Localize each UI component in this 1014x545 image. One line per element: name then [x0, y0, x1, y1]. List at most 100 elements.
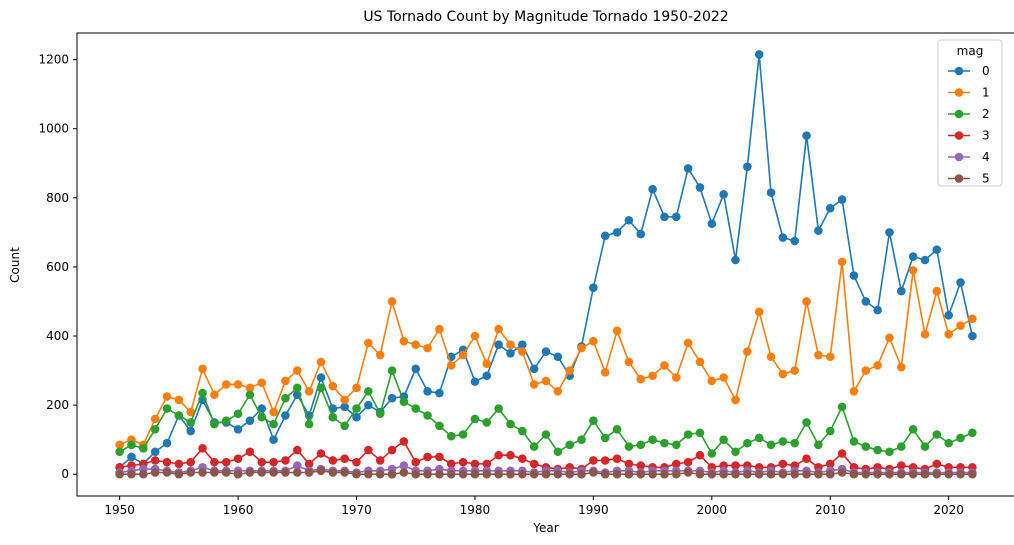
- data-point: [861, 469, 871, 479]
- data-point: [589, 283, 598, 292]
- data-point: [375, 350, 385, 360]
- data-point: [281, 393, 290, 403]
- data-point: [174, 395, 184, 405]
- data-point: [837, 195, 847, 204]
- data-point: [506, 340, 515, 349]
- data-point: [837, 257, 847, 267]
- series-5: [115, 466, 977, 479]
- data-point: [387, 297, 397, 306]
- data-point: [233, 409, 243, 419]
- data-point: [245, 383, 255, 393]
- data-point: [375, 469, 385, 479]
- data-point: [340, 421, 349, 431]
- data-point: [612, 469, 622, 479]
- data-point: [683, 468, 693, 477]
- data-point: [269, 419, 278, 429]
- data-point: [790, 438, 800, 448]
- data-point: [127, 440, 136, 450]
- data-point: [600, 433, 610, 443]
- data-point: [754, 433, 764, 443]
- data-point: [897, 286, 906, 296]
- data-point: [944, 469, 953, 479]
- data-point: [352, 457, 361, 467]
- data-point: [387, 393, 397, 403]
- data-point: [387, 366, 397, 375]
- data-point: [269, 457, 278, 467]
- data-point: [340, 402, 349, 412]
- data-point: [150, 468, 160, 477]
- legend-label-1: 1: [982, 86, 990, 100]
- data-point: [482, 469, 492, 479]
- data-point: [731, 461, 740, 470]
- data-point: [695, 450, 705, 460]
- data-point: [932, 469, 942, 479]
- data-point: [399, 397, 409, 406]
- data-point: [825, 203, 835, 213]
- x-tick-label: 1960: [223, 503, 254, 517]
- data-point: [754, 307, 764, 317]
- data-point: [683, 164, 693, 173]
- data-point: [364, 338, 373, 348]
- data-point: [210, 390, 219, 400]
- data-point: [577, 435, 586, 444]
- data-point: [541, 347, 551, 356]
- data-point: [766, 188, 776, 197]
- plot-area: [77, 33, 1014, 496]
- data-point: [435, 388, 444, 398]
- data-point: [577, 343, 586, 353]
- data-point: [257, 378, 267, 387]
- legend-label-2: 2: [982, 107, 990, 121]
- data-point: [683, 430, 693, 439]
- data-point: [529, 459, 539, 469]
- data-point: [352, 404, 361, 413]
- legend: mag 0 1 2 3 4 5: [937, 39, 1003, 187]
- data-point: [778, 369, 788, 379]
- data-point: [766, 469, 776, 479]
- x-tick-label: 1990: [578, 503, 609, 517]
- data-point: [683, 457, 693, 467]
- data-point: [790, 469, 800, 479]
- data-point: [281, 468, 290, 477]
- data-point: [553, 352, 563, 362]
- data-point: [506, 349, 515, 358]
- data-point: [636, 440, 646, 450]
- legend-box: [937, 39, 1003, 187]
- data-point: [719, 190, 728, 199]
- data-point: [624, 357, 634, 367]
- data-point: [221, 380, 231, 389]
- data-point: [387, 469, 397, 479]
- data-point: [908, 266, 918, 275]
- data-point: [873, 469, 882, 479]
- data-point: [944, 330, 953, 339]
- data-point: [411, 364, 421, 374]
- data-point: [411, 404, 421, 413]
- data-point: [292, 468, 302, 477]
- data-point: [743, 347, 752, 356]
- data-point: [292, 366, 302, 375]
- data-point: [328, 381, 338, 391]
- data-point: [399, 437, 409, 446]
- data-point: [494, 324, 503, 334]
- data-point: [612, 425, 622, 434]
- data-point: [589, 468, 598, 477]
- data-point: [683, 338, 693, 348]
- data-point: [364, 445, 373, 455]
- data-point: [221, 457, 231, 467]
- data-point: [435, 452, 444, 462]
- data-point: [885, 228, 894, 237]
- y-tick-label: 400: [46, 329, 69, 343]
- data-point: [411, 457, 421, 467]
- data-point: [897, 362, 906, 372]
- data-point: [482, 459, 492, 469]
- data-point: [695, 428, 705, 438]
- data-point: [695, 357, 705, 367]
- data-point: [624, 469, 634, 479]
- data-point: [825, 426, 835, 436]
- data-point: [612, 228, 622, 237]
- data-point: [458, 430, 468, 439]
- series-layer: [115, 50, 977, 479]
- data-point: [731, 255, 740, 265]
- data-point: [281, 411, 290, 420]
- data-point: [423, 411, 432, 420]
- y-tick-label: 1200: [38, 53, 69, 67]
